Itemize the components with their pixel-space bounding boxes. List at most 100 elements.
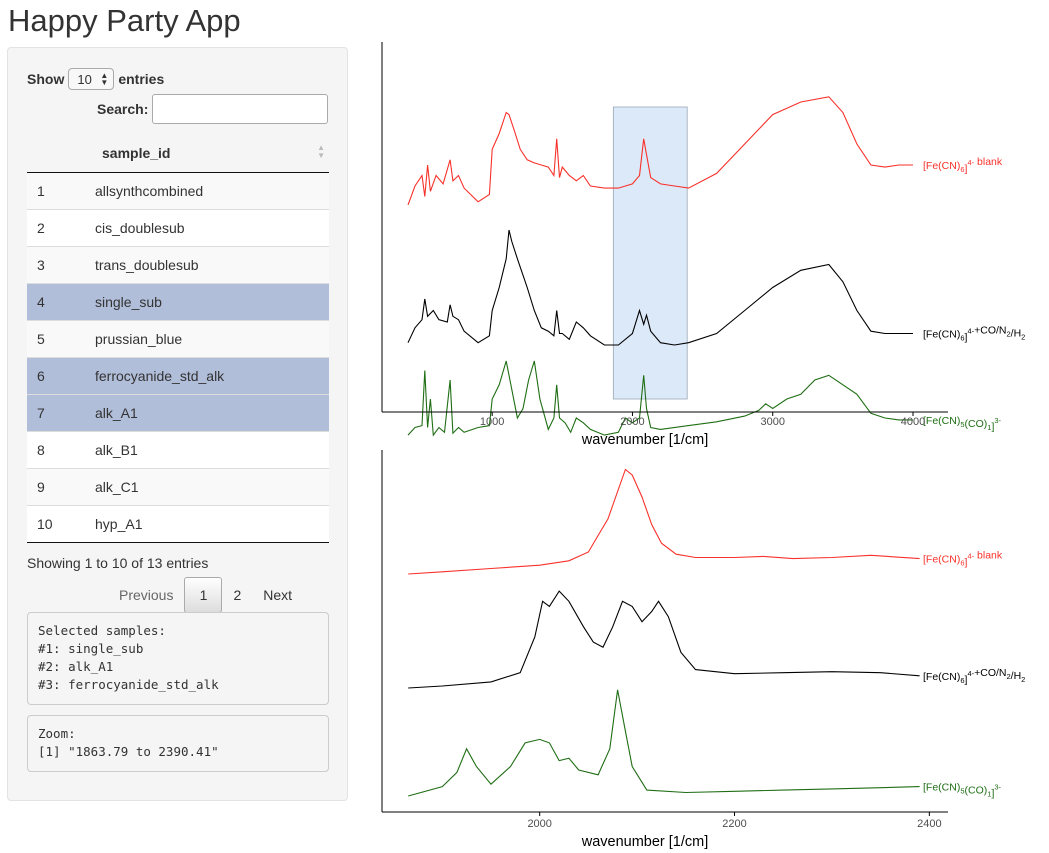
x-axis-title: wavenumber [1/cm] (581, 834, 709, 850)
row-sample-id: hyp_A1 (95, 516, 143, 532)
zoom-output: Zoom: [1] "1863.79 to 2390.41" (27, 715, 329, 772)
row-sample-id: cis_doublesub (95, 220, 185, 236)
table-info: Showing 1 to 10 of 13 entries (27, 555, 209, 571)
series-label-part: ] (965, 163, 968, 175)
series-line (407, 96, 913, 206)
sample-id-column-header: sample_id (102, 145, 171, 161)
series-label: [Fe(CN)6]4- blank (923, 550, 1003, 569)
series-label-part: 2 (1021, 333, 1025, 342)
series-line (408, 590, 920, 689)
row-index: 4 (37, 294, 45, 310)
row-index: 1 (37, 183, 45, 199)
row-sample-id: allsynthcombined (95, 183, 204, 199)
series-label: [Fe(CN)6]4-+CO/N2/H2 (923, 667, 1025, 686)
series-label-part: /H (1011, 328, 1022, 340)
chart-panel-2[interactable]: [Fe(CN)6]4- blank[Fe(CN)6]4-+CO/N2/H2[Fe… (381, 450, 1025, 850)
next-button[interactable]: Next (263, 587, 293, 603)
series-label-part: [Fe(CN) (923, 160, 960, 172)
series-label-part: 4- (967, 327, 974, 336)
table-body: 1 allsynthcombined 2 cis_doublesub 3 trans_do… (27, 173, 329, 543)
pagination: Previous 1 2 Next (108, 577, 303, 613)
series-label-part: [Fe(CN) (923, 554, 960, 566)
row-sample-id: ferrocyanide_std_alk (95, 368, 225, 384)
x-tick-label: 2200 (722, 818, 746, 830)
series-label-part: [Fe(CN) (923, 782, 960, 794)
series-label-part: 2 (1007, 330, 1011, 339)
series-label-part: 6 (960, 676, 964, 685)
samples-table: sample_id ▲ ▼ 1 allsynthcombined 2 cis_doubl… (27, 134, 329, 543)
entries-label: entries (118, 71, 165, 87)
series-label-part: 6 (960, 165, 964, 174)
table-row[interactable]: 8 alk_B1 (27, 432, 329, 469)
series-label-part: +CO/N (974, 325, 1006, 337)
search-input[interactable] (152, 94, 329, 124)
entries-length-control: Show 10 ▲ ▼ entries (27, 68, 164, 90)
x-tick-label: 2000 (527, 818, 551, 830)
table-row[interactable]: 9 alk_C1 (27, 469, 329, 506)
search-label: Search: (97, 101, 149, 117)
series-label-part: ] (965, 674, 968, 686)
search-control: Search: (97, 94, 329, 124)
table-header[interactable]: sample_id ▲ ▼ (27, 134, 329, 173)
sort-icon: ▲ ▼ (317, 143, 325, 160)
series-label-part: (CO) (965, 785, 988, 797)
page-1-button[interactable]: 1 (184, 577, 223, 613)
table-row[interactable]: 10 hyp_A1 (27, 506, 329, 543)
series-label-part: ] (991, 788, 994, 800)
series-label: [Fe(CN)5(CO)1]3- (923, 782, 1002, 800)
series-label-part: 2 (1021, 675, 1025, 684)
series-label-part: [Fe(CN) (923, 415, 960, 427)
series-label-part: ] (965, 332, 968, 344)
row-index: 5 (37, 331, 45, 347)
table-row[interactable]: 6 ferrocyanide_std_alk (27, 358, 329, 395)
series-label-part: 1 (987, 790, 991, 799)
series-line (407, 229, 913, 346)
row-index: 3 (37, 257, 45, 273)
row-sample-id: alk_B1 (95, 442, 138, 458)
series-label-part: 5 (960, 787, 964, 796)
series-label-part: 4- (967, 669, 974, 678)
series-label-part: 2 (1007, 672, 1011, 681)
row-sample-id: alk_A1 (95, 405, 138, 421)
table-row[interactable]: 4 single_sub (27, 284, 329, 321)
selected-samples-output: Selected samples: #1: single_sub #2: alk… (27, 612, 329, 705)
row-index: 7 (37, 405, 45, 421)
series-label-part: (CO) (965, 418, 988, 430)
x-axis-title: wavenumber [1/cm] (581, 432, 709, 448)
entries-select[interactable]: 10 ▲ ▼ (68, 68, 115, 90)
table-row[interactable]: 3 trans_doublesub (27, 247, 329, 284)
chart-panel-1[interactable]: [Fe(CN)6]4- blank[Fe(CN)6]4-+CO/N2/H2[Fe… (381, 42, 1025, 448)
series-label-part: blank (974, 550, 1003, 562)
series-label: [Fe(CN)5(CO)1]3- (923, 415, 1002, 433)
row-index: 6 (37, 368, 45, 384)
series-label-part: blank (974, 156, 1003, 168)
series-label-part: 6 (960, 334, 964, 343)
table-row[interactable]: 1 allsynthcombined (27, 173, 329, 210)
show-label: Show (27, 71, 65, 87)
series-label-part: ] (991, 421, 994, 433)
page-2-button[interactable]: 2 (233, 587, 242, 603)
previous-button[interactable]: Previous (119, 587, 174, 603)
series-label: [Fe(CN)6]4- blank (923, 156, 1003, 175)
x-tick-label: 3000 (760, 416, 784, 428)
series-line (408, 689, 920, 797)
table-row[interactable]: 5 prussian_blue (27, 321, 329, 358)
row-sample-id: alk_C1 (95, 479, 139, 495)
row-index: 10 (37, 516, 53, 532)
series-label-part: 1 (987, 423, 991, 432)
row-index: 8 (37, 442, 45, 458)
row-index: 9 (37, 479, 45, 495)
series-line (407, 360, 913, 437)
table-row[interactable]: 7 alk_A1 (27, 395, 329, 432)
series-label-part: 3- (994, 783, 1001, 792)
app-title: Happy Party App (8, 3, 241, 38)
entries-value: 10 (77, 71, 92, 87)
zoom-brush-rect[interactable] (612, 106, 688, 400)
table-row[interactable]: 2 cis_doublesub (27, 210, 329, 247)
x-tick-label: 1000 (480, 416, 504, 428)
row-index: 2 (37, 220, 45, 236)
series-label-part: ] (965, 557, 968, 569)
row-sample-id: single_sub (95, 294, 162, 310)
sidebar-panel: Show 10 ▲ ▼ entries Search: sample_id ▲ ▼ … (7, 47, 348, 801)
series-label-part: [Fe(CN) (923, 671, 960, 683)
